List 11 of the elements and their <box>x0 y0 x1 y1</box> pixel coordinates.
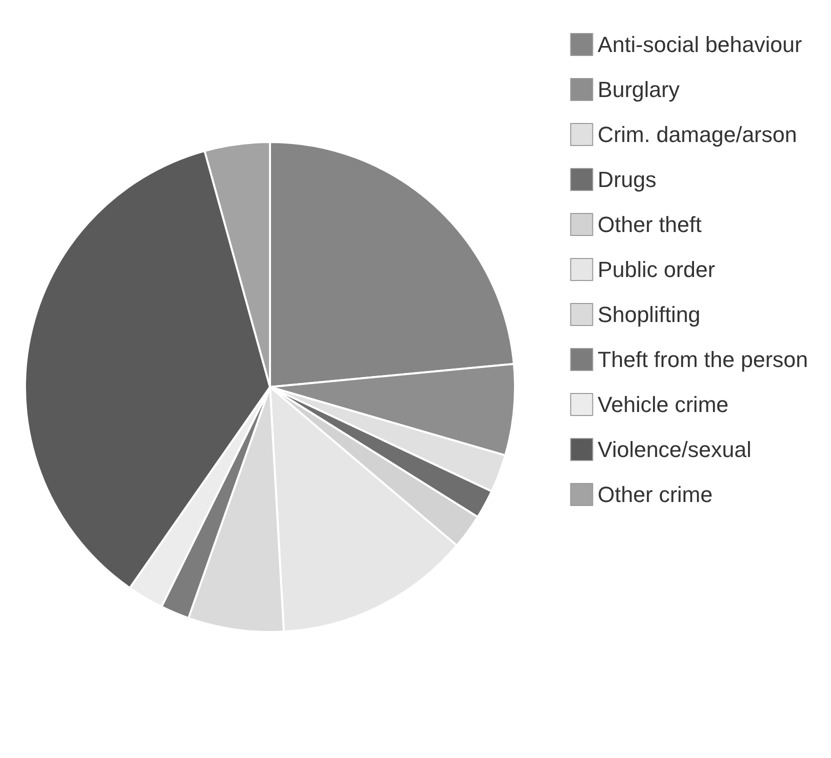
legend-label: Other theft <box>598 212 702 237</box>
legend-label: Theft from the person <box>598 347 808 372</box>
legend-label: Violence/sexual <box>598 437 752 462</box>
legend-label: Anti-social behaviour <box>598 32 802 57</box>
legend-label: Burglary <box>598 77 680 102</box>
legend-label: Crim. damage/arson <box>598 122 797 147</box>
legend-label: Vehicle crime <box>598 392 729 417</box>
legend-label: Public order <box>598 257 716 282</box>
legend-label: Drugs <box>598 167 656 192</box>
legend-label: Other crime <box>598 482 713 507</box>
legend-label: Shoplifting <box>598 302 700 327</box>
